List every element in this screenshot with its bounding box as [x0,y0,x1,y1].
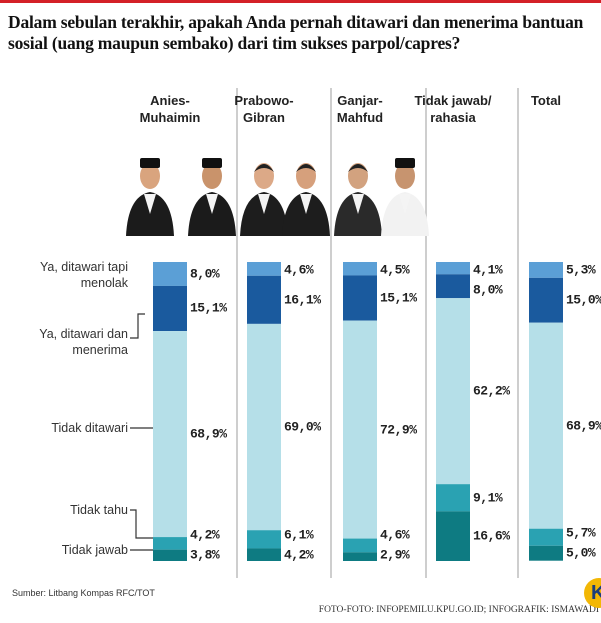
bar-segment [247,530,281,548]
value-label: 8,0% [190,266,219,281]
bar-segment [153,262,187,286]
leader-line [130,510,153,538]
bar-segment [529,278,563,323]
bar-segment [153,537,187,550]
bar-segment [153,550,187,561]
bar-segment [436,262,470,274]
value-label: 3,8% [190,548,219,563]
value-label: 15,0% [566,293,601,308]
value-label: 4,2% [190,528,219,543]
bar-segment [436,274,470,298]
value-label: 68,9% [190,427,227,442]
legend-label: Tidak jawab [8,542,128,558]
bar-segment [436,511,470,561]
bar-segment [529,323,563,529]
value-label: 5,0% [566,546,595,561]
bar-segment [343,552,377,561]
value-label: 4,6% [284,263,313,278]
value-label: 72,9% [380,422,417,437]
value-label: 5,7% [566,526,595,541]
value-label: 4,2% [284,547,313,562]
legend-label: Ya, ditawari tapi menolak [8,259,128,291]
bar-segment [436,484,470,511]
value-label: 6,1% [284,527,313,542]
bar-segment [247,548,281,561]
value-label: 4,5% [380,263,409,278]
bar-segment [343,275,377,320]
bar-segment [247,276,281,324]
legend-label: Tidak tahu [8,502,128,518]
bar-segment [247,262,281,276]
value-label: 9,1% [473,490,502,505]
column-header: Anies- Muhaimin [124,92,216,126]
value-label: 69,0% [284,420,321,435]
top-rule [0,0,601,3]
bar-segment [343,539,377,553]
page: Dalam sebulan terakhir, apakah Anda pern… [0,0,601,623]
photo-cap [202,158,222,168]
value-label: 16,6% [473,529,510,544]
credit: FOTO-FOTO: INFOPEMILU.KPU.GO.ID; INFOGRA… [319,605,599,615]
bar-segment [153,331,187,537]
chart-title: Dalam sebulan terakhir, apakah Anda pern… [8,12,598,54]
value-label: 4,6% [380,528,409,543]
photo-cap [140,158,160,168]
leader-line [130,314,145,338]
value-label: 62,2% [473,384,510,399]
value-label: 4,1% [473,263,502,278]
value-label: 8,0% [473,283,502,298]
value-label: 15,1% [190,301,227,316]
bar-segment [529,546,563,561]
value-label: 16,1% [284,292,321,307]
bar-segment [247,324,281,530]
bar-segment [529,529,563,546]
column-header: Tidak jawab/ rahasia [407,92,499,126]
legend-label: Ya, ditawari dan menerima [8,326,128,358]
value-label: 68,9% [566,418,601,433]
column-header: Total [500,92,592,109]
value-label: 2,9% [380,548,409,563]
bar-segment [153,286,187,331]
bar-segment [343,262,377,275]
bar-segment [436,298,470,484]
bar-segment [529,262,563,278]
photo-cap [395,158,415,168]
value-label: 15,1% [380,291,417,306]
legend-label: Tidak ditawari [8,420,128,436]
bar-segment [343,321,377,539]
value-label: 5,3% [566,263,595,278]
source: Sumber: Litbang Kompas RFC/TOT [12,588,155,598]
column-header: Ganjar- Mahfud [314,92,406,126]
column-header: Prabowo- Gibran [218,92,310,126]
